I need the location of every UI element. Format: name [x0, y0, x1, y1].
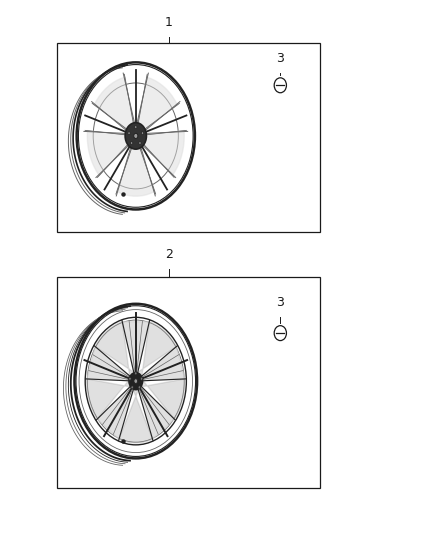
Polygon shape: [141, 379, 185, 419]
Ellipse shape: [125, 123, 146, 149]
Ellipse shape: [129, 377, 131, 380]
Ellipse shape: [134, 133, 138, 139]
Text: 1: 1: [165, 17, 173, 29]
Ellipse shape: [141, 377, 143, 380]
Text: 3: 3: [276, 296, 284, 309]
Polygon shape: [95, 321, 134, 376]
Polygon shape: [122, 321, 149, 373]
Ellipse shape: [128, 132, 130, 135]
Polygon shape: [136, 131, 184, 175]
Ellipse shape: [134, 126, 137, 128]
Ellipse shape: [131, 386, 134, 389]
Polygon shape: [119, 390, 152, 443]
Polygon shape: [141, 346, 185, 381]
Polygon shape: [136, 77, 177, 136]
Polygon shape: [117, 136, 155, 196]
Polygon shape: [94, 77, 136, 136]
Ellipse shape: [134, 372, 137, 375]
Polygon shape: [87, 346, 130, 381]
Ellipse shape: [138, 386, 141, 389]
Polygon shape: [138, 386, 174, 439]
Ellipse shape: [141, 132, 144, 135]
Polygon shape: [87, 131, 136, 175]
Ellipse shape: [139, 142, 141, 144]
Ellipse shape: [131, 142, 133, 144]
Polygon shape: [138, 321, 177, 376]
Text: 2: 2: [165, 248, 173, 261]
Ellipse shape: [129, 373, 142, 390]
Text: 3: 3: [276, 52, 284, 65]
Polygon shape: [97, 386, 134, 439]
Ellipse shape: [134, 379, 138, 383]
Polygon shape: [87, 379, 130, 419]
